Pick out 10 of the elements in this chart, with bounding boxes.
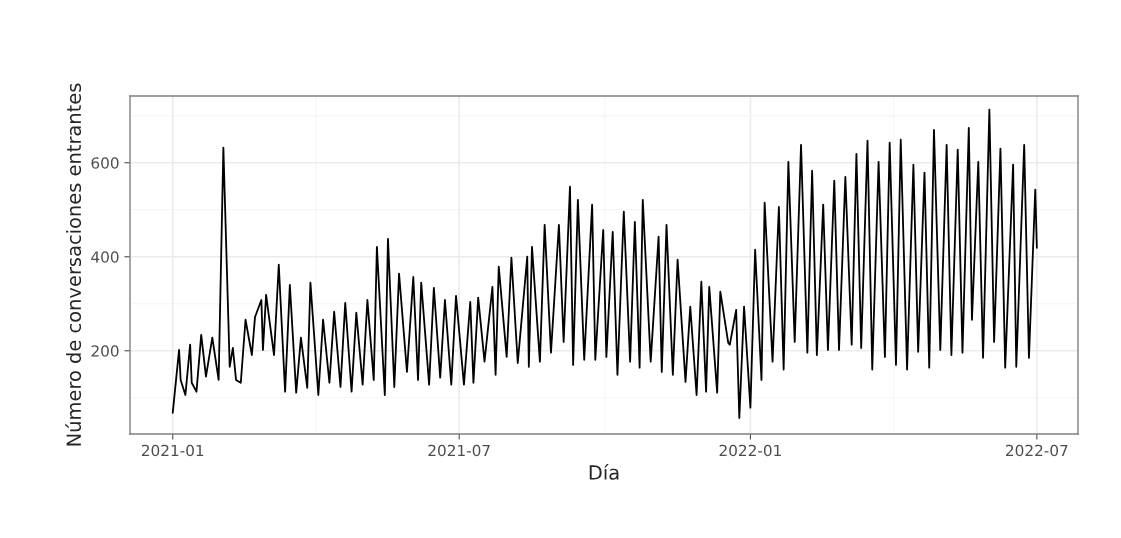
line-series (171, 108, 1038, 419)
y-tick-label: 600 (91, 157, 119, 169)
y-tick-label: 200 (91, 345, 119, 357)
y-tick-label: 400 (91, 251, 119, 263)
x-axis-title: Día (589, 463, 619, 480)
x-tick-label: 2021-01 (141, 444, 204, 457)
x-tick-label: 2021-07 (428, 444, 490, 457)
x-tick-label: 2022-07 (1006, 444, 1068, 457)
y-axis-title: Número de conversaciones entrantes (65, 83, 82, 446)
x-tick-label: 2022-01 (719, 444, 781, 457)
